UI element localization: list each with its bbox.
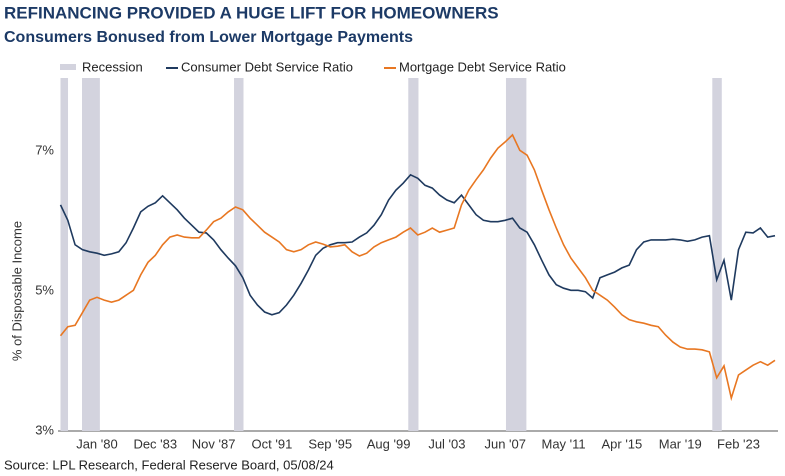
recession-band — [408, 78, 419, 431]
y-tick-label: 3% — [35, 422, 54, 437]
recession-band — [234, 78, 244, 431]
x-tick-label: Mar '19 — [659, 436, 702, 451]
x-tick-label: Sep '95 — [308, 436, 352, 451]
legend-label: Recession — [82, 59, 143, 74]
x-tick-label: Feb '23 — [717, 436, 760, 451]
x-tick-label: Oct '91 — [252, 436, 293, 451]
x-tick-label: Dec '83 — [133, 436, 177, 451]
legend-swatch — [60, 64, 76, 70]
x-tick-label: Aug '99 — [367, 436, 411, 451]
recession-band — [712, 78, 722, 431]
chart-title: REFINANCING PROVIDED A HUGE LIFT FOR HOM… — [4, 3, 499, 22]
x-tick-label: Jan '80 — [76, 436, 118, 451]
series-line — [59, 173, 776, 316]
chart-subtitle: Consumers Bonused from Lower Mortgage Pa… — [4, 29, 413, 46]
x-tick-label: May '11 — [541, 436, 585, 451]
x-tick-label: Jun '07 — [484, 436, 526, 451]
recession-band — [82, 78, 100, 431]
recession-band — [60, 78, 69, 431]
legend-label: Consumer Debt Service Ratio — [181, 59, 353, 74]
x-tick-label: Jul '03 — [428, 436, 465, 451]
source: Source: LPL Research, Federal Reserve Bo… — [4, 457, 334, 472]
y-tick-label: 7% — [35, 142, 54, 157]
x-tick-label: Nov '87 — [192, 436, 236, 451]
x-tick-label: Apr '15 — [601, 436, 642, 451]
y-axis-label: % of Disposable Income — [9, 221, 24, 361]
recession-band — [505, 78, 527, 431]
y-tick-label: 5% — [35, 282, 54, 297]
legend-label: Mortgage Debt Service Ratio — [399, 59, 566, 74]
series-line — [59, 133, 776, 402]
